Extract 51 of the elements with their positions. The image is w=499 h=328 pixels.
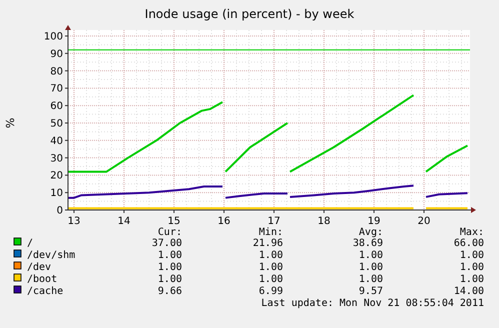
- legend-label: /dev/shm: [27, 250, 76, 261]
- text: 38.69: [352, 238, 383, 249]
- x-tick-label: 20: [418, 216, 430, 227]
- y-axis-title: %: [4, 118, 17, 128]
- x-tick-label: 17: [268, 216, 280, 227]
- legend-label: /: [27, 238, 34, 249]
- y-tick-label: 70: [50, 84, 63, 95]
- text: Last update: Mon Nov 21 08:55:04 2011: [261, 298, 484, 309]
- text: 1.00: [460, 274, 484, 285]
- legend-label: /dev: [27, 262, 52, 273]
- text: 6.99: [258, 286, 283, 297]
- text: 1.00: [158, 274, 182, 285]
- text: 14.00: [454, 286, 484, 297]
- y-tick-label: 100: [44, 32, 63, 42]
- y-tick-label: 80: [50, 66, 63, 78]
- y-tick-label: 0: [56, 206, 63, 216]
- text: 9.57: [358, 286, 383, 297]
- y-tick-label: 60: [50, 101, 63, 112]
- text: 1.00: [258, 250, 283, 261]
- x-tick-label: 19: [368, 216, 380, 227]
- y-tick-label: 50: [50, 118, 63, 130]
- text: 9.66: [158, 286, 182, 297]
- text: 1.00: [258, 262, 283, 273]
- y-tick-label: 40: [50, 136, 63, 147]
- text: 1.00: [358, 274, 383, 285]
- text: 1.00: [460, 250, 484, 261]
- chart-title: Inode usage (in percent) - by week: [144, 7, 354, 21]
- x-tick-label: 16: [218, 216, 230, 227]
- text: 1.00: [158, 262, 182, 273]
- x-tick-label: 18: [318, 216, 330, 227]
- text: Min:: [258, 227, 283, 238]
- text: 1.00: [358, 250, 383, 261]
- text: Avg:: [358, 227, 383, 238]
- text: 37.00: [152, 238, 182, 249]
- y-tick-label: 30: [50, 153, 63, 164]
- text: 1.00: [158, 250, 182, 261]
- text: 1.00: [358, 262, 383, 273]
- text: Max:: [460, 227, 484, 238]
- y-tick-label: 90: [50, 48, 63, 60]
- legend-label: /cache: [27, 286, 64, 297]
- text: 1.00: [258, 274, 283, 285]
- text: 66.00: [454, 238, 484, 249]
- text: Cur:: [158, 227, 182, 238]
- x-tick-label: 13: [68, 216, 80, 227]
- y-tick-label: 10: [50, 188, 63, 200]
- y-tick-label: 20: [50, 170, 63, 182]
- text: 21.96: [252, 238, 283, 249]
- text: 1.00: [460, 262, 484, 273]
- x-tick-label: 14: [118, 216, 130, 227]
- x-tick-label: 15: [168, 216, 180, 227]
- legend-label: /boot: [27, 274, 58, 285]
